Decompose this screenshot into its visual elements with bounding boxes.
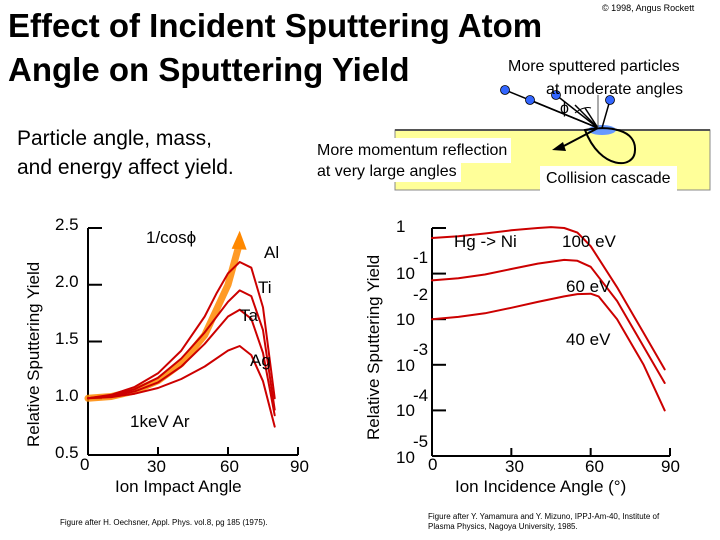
right-chart-series-60-ev: [431, 258, 666, 384]
right-y-tick-base: 10: [396, 356, 415, 375]
left-x-tick: 60: [220, 457, 239, 476]
right-chart-series-40-ev: [431, 292, 666, 412]
slide-title-line1: Effect of Incident Sputtering Atom: [8, 7, 543, 44]
left-x-tick: 0: [80, 455, 90, 474]
left-x-axis-label: Ion Impact Angle: [115, 477, 242, 496]
series-label-ag: Ag: [250, 351, 271, 370]
right-y-tick: 1: [396, 217, 405, 237]
reflected-line: [559, 127, 599, 149]
left-chart-series-ag: [87, 345, 276, 428]
moderate-angles-line1: More sputtered particles: [508, 58, 680, 75]
phi-label: ϕ: [560, 100, 569, 117]
moderate-angles-line2: at moderate angles: [546, 81, 683, 98]
right-y-tick: 10: [396, 310, 415, 330]
right-y-tick-base: 10: [396, 264, 415, 283]
slide-title-line2: Angle on Sputtering Yield: [8, 51, 410, 88]
right-x-tick: 30: [505, 457, 524, 476]
left-y-tick: 1.5: [55, 329, 79, 348]
subtitle-line2: and energy affect yield.: [17, 156, 234, 179]
hg-ni-annotation: Hg -> Ni: [454, 232, 517, 251]
series-label-100ev: 100 eV: [562, 232, 616, 251]
series-label-40ev: 40 eV: [566, 330, 611, 349]
trajectory-6: [574, 104, 599, 129]
series-label-60ev: 60 eV: [566, 277, 611, 296]
left-y-tick: 2.5: [55, 215, 79, 234]
left-x-tick: 30: [147, 457, 166, 476]
left-y-tick: 1.0: [55, 386, 79, 405]
right-x-tick: 90: [661, 457, 680, 476]
copyright: © 1998, Angus Rockett: [602, 3, 695, 13]
right-x-axis-label: Ion Incidence Angle (°): [455, 477, 627, 496]
right-y-axis-label: Relative Sputtering Yield: [364, 254, 383, 440]
right-y-tick-exp: -3: [413, 340, 429, 359]
left-chart-series-al: [87, 261, 276, 400]
right-y-tick-exp: -1: [413, 248, 429, 267]
left-source: Figure after H. Oechsner, Appl. Phys. vo…: [60, 518, 268, 527]
right-chart-series-100-ev: [431, 226, 666, 371]
right-y-tick: 10: [396, 448, 415, 468]
right-x-tick: 60: [585, 457, 604, 476]
right-y-tick-base: 10: [396, 448, 415, 467]
left-chart-cos-arrowhead: [231, 230, 247, 250]
left-chart-series-ta: [87, 308, 276, 417]
reflected-arrowhead: [552, 142, 566, 151]
right-source-line2: Plasma Physics, Nagoya University, 1985.: [428, 522, 578, 531]
trajectory-2: [529, 99, 599, 129]
right-x-tick: 0: [428, 455, 438, 474]
right-y-tick-base: 1: [396, 217, 406, 236]
right-y-tick-exp: -4: [413, 386, 429, 405]
right-y-tick-exp: -2: [413, 285, 429, 304]
reflection-line2: at very large angles: [313, 161, 461, 182]
right-y-tick: 10: [396, 264, 415, 284]
cos-annotation: 1/cosϕ: [146, 228, 197, 247]
atom-1: [500, 85, 510, 95]
angle-arc: [574, 107, 592, 114]
right-y-tick-exp: -5: [413, 432, 429, 451]
right-y-tick-base: 10: [396, 401, 415, 420]
series-label-ta: Ta: [240, 306, 258, 325]
right-y-tick: 10: [396, 401, 415, 421]
subtitle-line1: Particle angle, mass,: [17, 127, 212, 150]
atom-2: [525, 95, 535, 105]
left-chart-series-ti: [87, 289, 276, 411]
series-label-al: Al: [264, 243, 280, 262]
right-source-line1: Figure after Y. Yamamura and Y. Mizuno, …: [428, 512, 660, 521]
series-label-ti: Ti: [258, 278, 272, 297]
left-x-tick: 90: [290, 457, 309, 476]
collision-cascade-shape: [583, 127, 637, 165]
trajectory-4: [584, 107, 599, 129]
reflection-line1: More momentum reflection: [313, 138, 512, 163]
atom-3: [551, 90, 561, 100]
collision-cascade-label: Collision cascade: [540, 166, 677, 191]
left-y-tick: 2.0: [55, 272, 79, 291]
ion-annotation: 1keV Ar: [130, 412, 190, 431]
right-y-tick-base: 10: [396, 310, 415, 329]
right-y-tick: 10: [396, 356, 415, 376]
atom-4: [605, 95, 615, 105]
left-y-tick: 0.5: [55, 443, 79, 462]
